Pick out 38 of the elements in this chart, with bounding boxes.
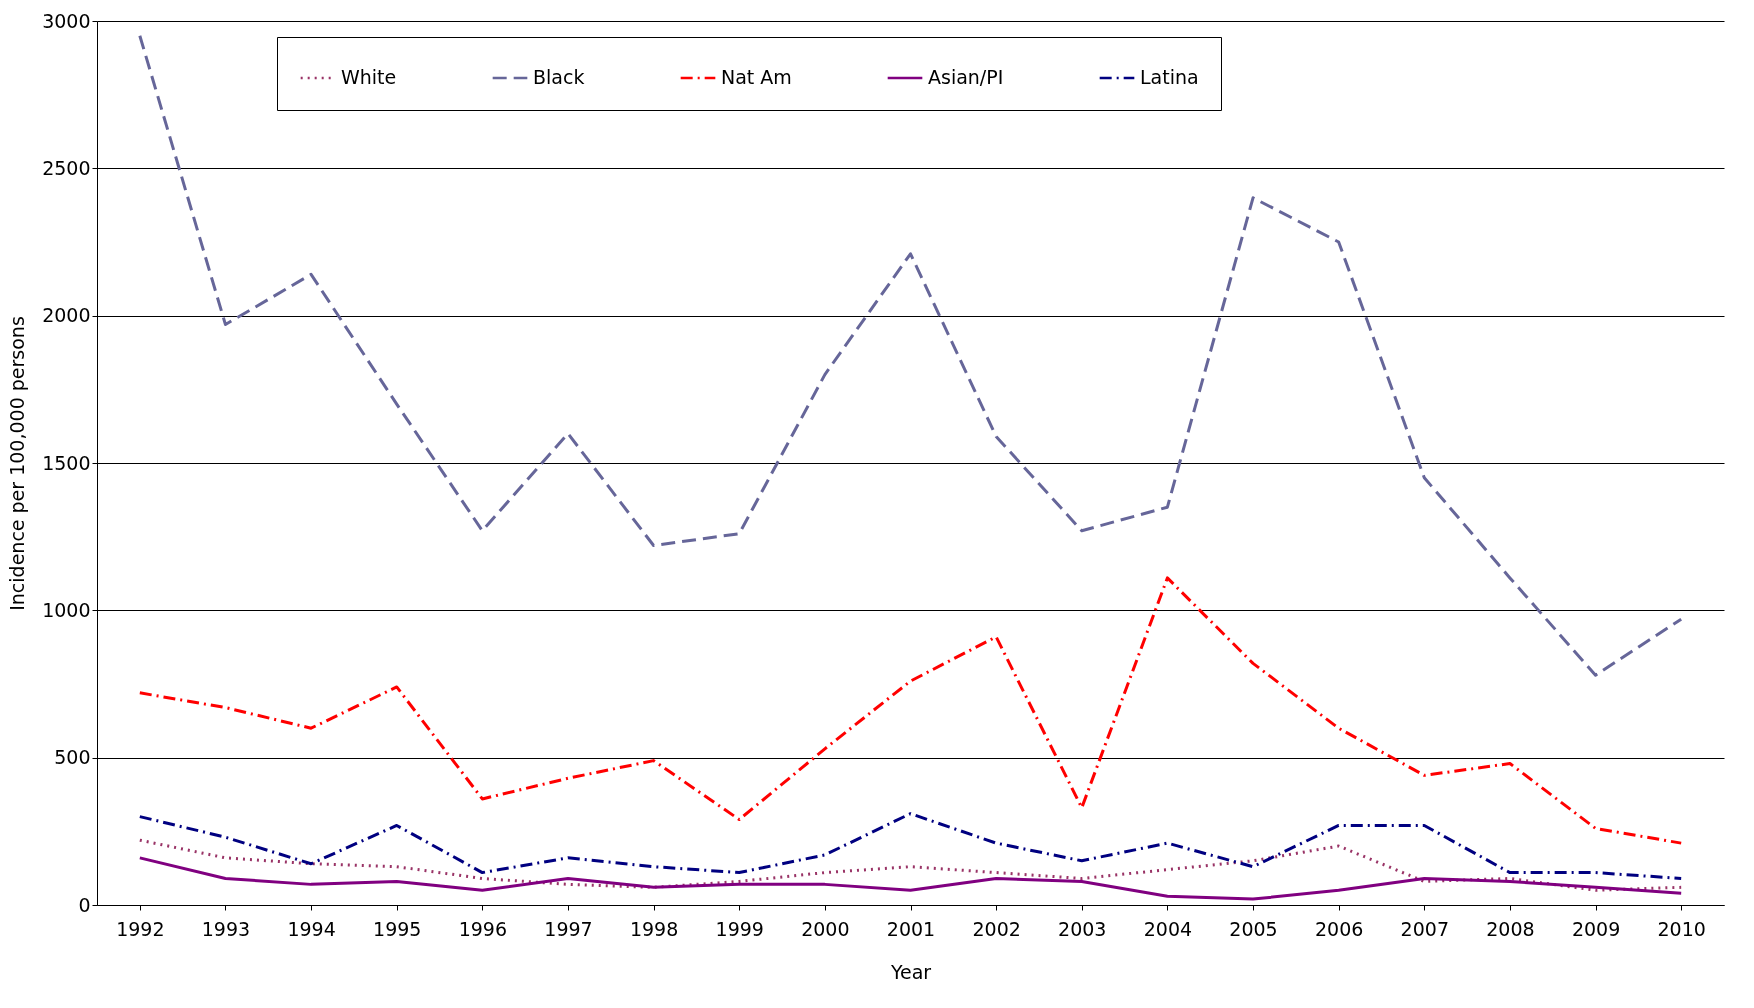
x-tick-label: 1997 [544, 917, 593, 940]
legend-label: Asian/PI [928, 66, 1004, 88]
x-tick-label: 1994 [287, 917, 336, 940]
legend-label: White [341, 66, 397, 88]
x-tick-label: 1998 [629, 917, 679, 940]
x-tick-label: 1993 [201, 917, 251, 940]
x-tick-label: 2002 [972, 917, 1021, 940]
x-tick-label: 2004 [1143, 917, 1193, 940]
x-tick-label: 2006 [1314, 917, 1364, 940]
y-tick-label: 2000 [42, 304, 91, 327]
x-tick-label: 2008 [1486, 917, 1535, 940]
line-series [138, 576, 1683, 845]
x-tick-label: 2000 [801, 917, 850, 940]
x-tick-label: 1992 [116, 917, 165, 940]
y-tick-label: 1500 [42, 451, 91, 474]
y-tick-label: 500 [54, 746, 91, 769]
y-tick-label: 3000 [42, 9, 91, 32]
x-tick-label: 2001 [886, 917, 936, 940]
x-tick-label: 2010 [1657, 917, 1706, 940]
line-series [138, 34, 1683, 677]
x-axis-title: Year [889, 960, 932, 983]
y-tick-label: 1000 [42, 598, 91, 621]
line-series [138, 856, 1683, 901]
x-tick-label: 2003 [1058, 917, 1107, 940]
x-tick-label: 1995 [373, 917, 422, 940]
x-tick-label: 1999 [715, 917, 764, 940]
legend-label: Nat Am [721, 66, 792, 88]
y-axis-title: Incidence per 100,000 persons [6, 316, 29, 611]
line-series [138, 812, 1683, 880]
legend-label: Black [533, 66, 585, 88]
x-tick-label: 2007 [1400, 917, 1449, 940]
y-tick-label: 2500 [42, 156, 91, 179]
line-series [138, 838, 1683, 892]
y-tick-label: 0 [78, 893, 91, 916]
x-tick-label: 1996 [458, 917, 508, 940]
x-tick-label: 2009 [1571, 917, 1621, 940]
x-tick-label: 2005 [1229, 917, 1278, 940]
legend-label: Latina [1140, 66, 1199, 88]
